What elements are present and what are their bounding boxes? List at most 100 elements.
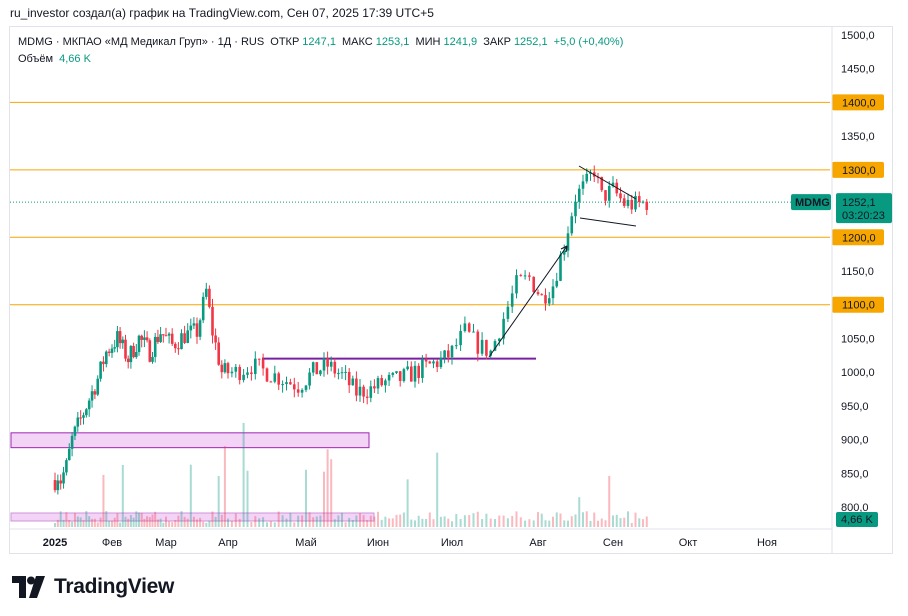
volume-bar [71,521,74,527]
volume-bar [608,475,611,527]
candle-body [566,233,570,251]
volume-bar [111,520,113,527]
candle-body [322,358,326,371]
candle-body [226,363,230,374]
candle-body [506,306,510,319]
x-tick-label: Июн [367,537,389,549]
x-tick-label: Мар [155,537,177,549]
candle-body [607,186,611,201]
candle-body [116,331,119,348]
candle-body [59,480,62,484]
candle-body [391,372,395,375]
candle-body [577,188,581,202]
trend-arrow[interactable] [488,245,568,358]
volume-bar [99,517,102,527]
volume-bar [597,520,599,527]
volume-bar [308,512,311,527]
y-tick-label: 950,0 [841,401,869,413]
volume-bar [315,516,318,527]
volume-bar [93,518,96,527]
volume-bar [56,519,59,527]
volume-bar [391,518,394,527]
y-tick-label: 900,0 [841,435,869,447]
ticker-badge-label: MDMG [795,197,830,209]
candle-body [634,196,637,210]
volume-bar [148,517,151,527]
volume-bar [132,517,135,527]
volume-bar [140,513,143,527]
candle-body [121,339,125,344]
level-badge-label: 1100,0 [842,300,875,312]
candle-body [198,320,202,337]
ticker-badge [791,194,831,211]
candle-body [315,362,319,375]
volume-bar [555,512,558,527]
volume-bar [436,452,439,527]
price-badge [836,193,892,224]
y-tick-label: 800,0 [841,502,869,514]
triangle-upper[interactable] [578,165,637,200]
symbol-line: MDMG · МКПАО «МД Медикал Груп» · 1Д · RU… [18,36,265,48]
candle-body [362,386,365,397]
volume-bar [154,511,157,527]
volume-bar [524,520,527,527]
candle-body [402,369,406,381]
volume-bar [604,520,607,527]
candle-body [62,472,65,484]
candle-body [87,400,91,410]
volume-bar [254,516,257,527]
candle-body [53,480,57,491]
candle-body [143,337,146,340]
x-tick-label: Фев [102,537,122,549]
candle-body [380,378,383,386]
volume-bar [242,423,245,527]
volume-bar [615,514,618,527]
tradingview-logo-icon [12,576,45,598]
chart-frame[interactable] [9,26,893,554]
candle-body [344,371,347,373]
candle-body [67,448,71,461]
candle-body [73,426,77,436]
open-value: 1247,1 [302,36,336,48]
volume-bar [489,518,492,527]
change-value: +5,0 (+0,40%) [553,36,624,48]
candle-body [626,199,630,206]
tradingview-logo[interactable]: TradingView [12,574,174,600]
volume-bar [406,479,409,527]
candle-body [96,378,100,395]
volume-bar [238,518,241,527]
volume-bar [258,518,261,527]
candle-body [70,435,74,449]
candle-body [250,372,253,374]
volume-bar [455,513,458,527]
candle-body [502,318,505,339]
price-badge-label: 1252,1 [842,197,876,209]
candle-body [156,336,160,343]
candle-body [413,365,417,382]
level-badge-label: 1300,0 [842,165,876,177]
candle-body [476,331,480,354]
candle-body [417,365,420,378]
volume-bar [468,515,471,527]
volume-bar [574,514,577,527]
candle-body [337,373,340,375]
volume-bar [362,515,365,527]
level-badge-label: 1200,0 [842,232,876,244]
support-zone[interactable] [10,432,370,449]
candle-body [135,352,138,358]
volume-bar [559,513,562,527]
volume-bar [121,465,124,527]
candle-body [132,345,135,358]
candle-body [459,331,462,346]
triangle-lower[interactable] [579,217,637,227]
candle-body [137,335,141,353]
volume-bar [217,476,220,527]
volume-bar [277,511,280,527]
candle-body [145,337,149,341]
candle-body [463,323,467,332]
volume-bar [146,516,149,527]
volume-bar [223,446,226,527]
candle-body [515,275,518,294]
volume-label: Объём [18,53,54,65]
